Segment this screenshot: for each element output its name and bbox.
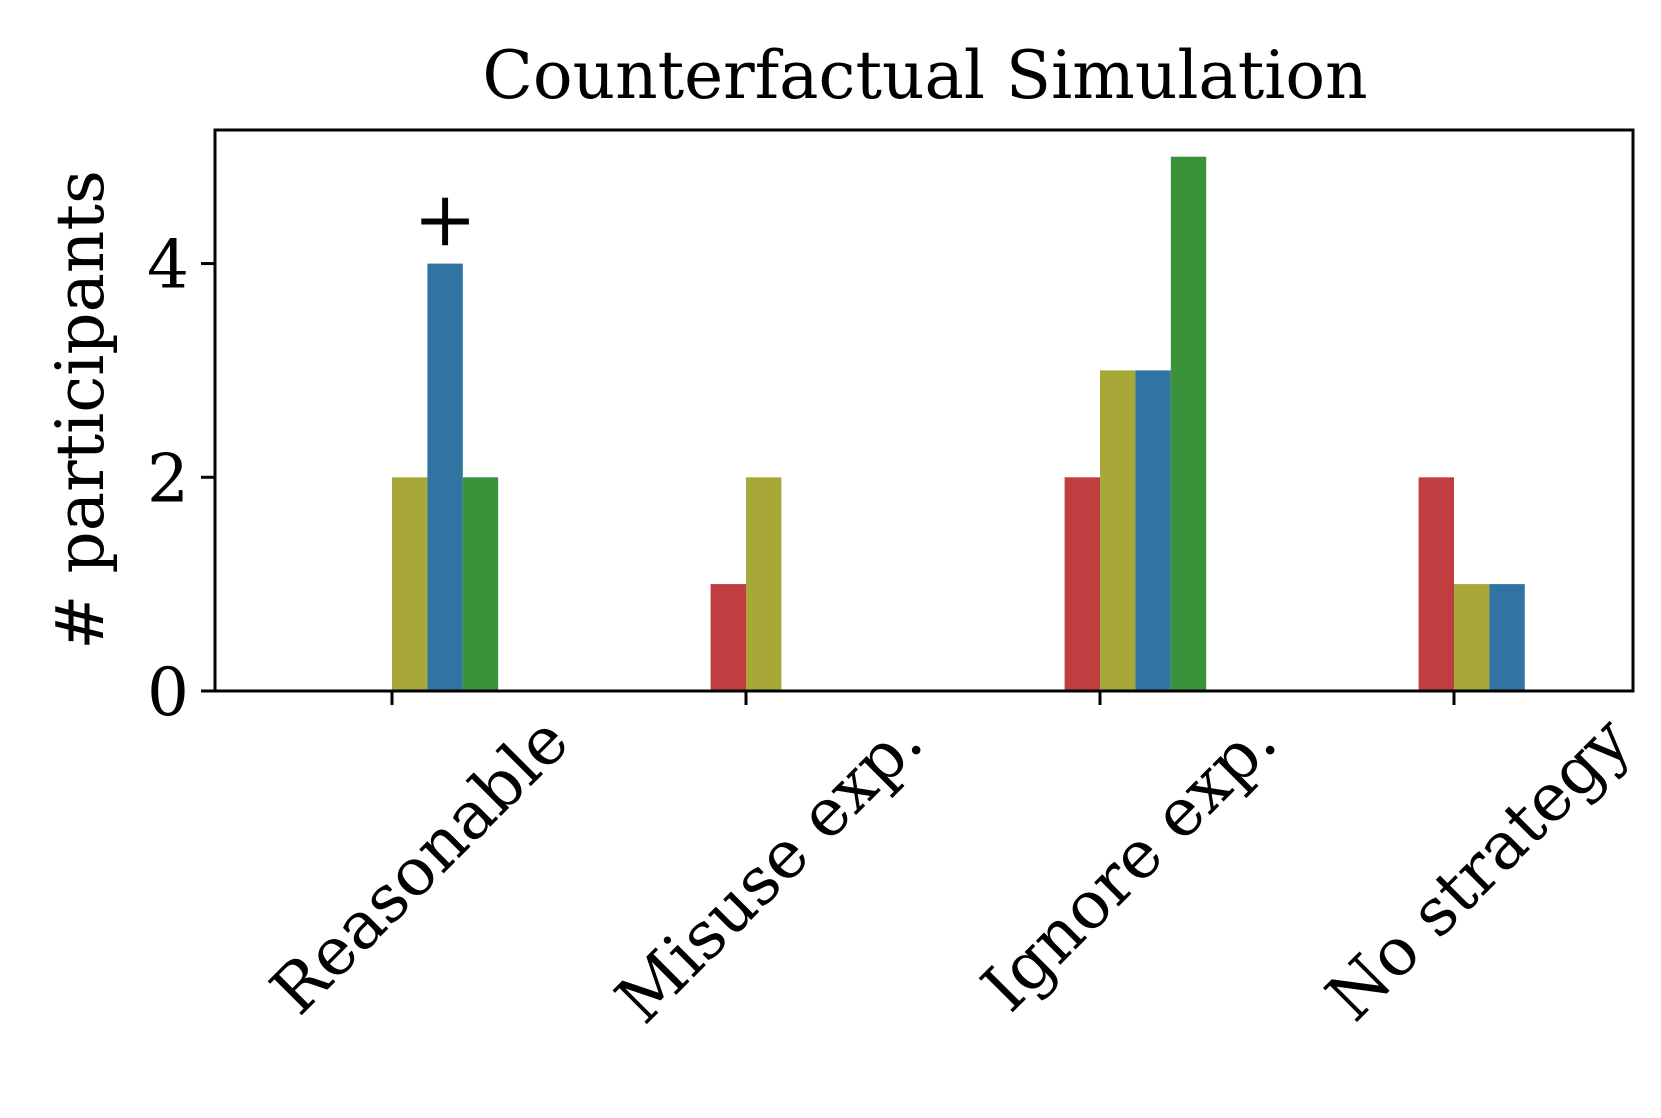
plot-frame xyxy=(213,128,1635,693)
y-tick-label: 0 xyxy=(147,654,189,731)
bar-blue-0 xyxy=(427,263,463,691)
bar-olive-0 xyxy=(392,477,428,691)
x-tick-label: Ignore exp. xyxy=(967,702,1291,1026)
bar-red-1 xyxy=(710,584,746,691)
y-axis-ticks: 0 2 4 xyxy=(147,227,215,731)
chart-title: Counterfactual Simulation xyxy=(482,37,1367,114)
x-tick-label: Reasonable xyxy=(256,702,583,1029)
x-tick-label: Misuse exp. xyxy=(601,702,937,1038)
y-axis-label: # participants xyxy=(42,170,119,650)
y-tick-label: 4 xyxy=(147,227,189,304)
bar-green-2 xyxy=(1170,156,1207,691)
bar-red-3 xyxy=(1418,477,1454,691)
x-axis-ticks: Reasonable Misuse exp. Ignore exp. No strat… xyxy=(256,691,1646,1038)
x-tick-label: No strategy xyxy=(1312,701,1646,1035)
bar-olive-1 xyxy=(746,477,782,691)
significance-annotation: + xyxy=(413,175,477,264)
bar-green-0 xyxy=(462,477,499,691)
bar-blue-2 xyxy=(1135,370,1171,691)
annotations-layer: + xyxy=(413,175,477,264)
bar-olive-2 xyxy=(1100,370,1136,691)
bar-red-2 xyxy=(1064,477,1100,691)
bar-olive-3 xyxy=(1454,584,1490,691)
y-tick-label: 2 xyxy=(147,440,189,517)
bars-layer xyxy=(392,156,1525,691)
bar-blue-3 xyxy=(1489,584,1525,691)
